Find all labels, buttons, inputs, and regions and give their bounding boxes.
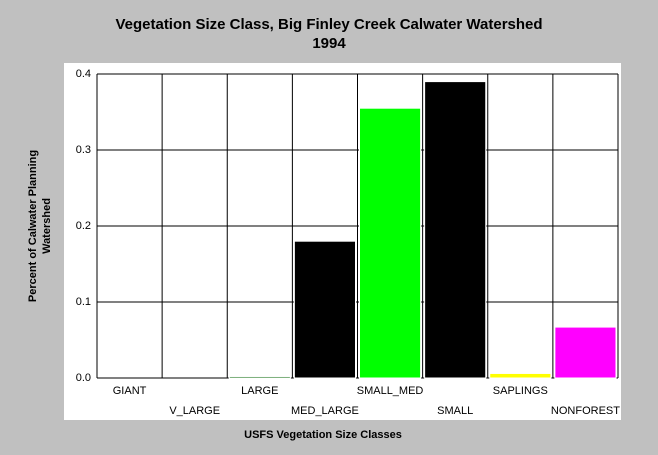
x-tick-label: SMALL_MED	[357, 385, 424, 397]
y-axis-label: Percent of Calwater Planning	[27, 150, 39, 302]
y-tick-label: 0.1	[76, 296, 91, 308]
x-tick-label: NONFOREST	[551, 405, 620, 417]
x-tick-label: SMALL	[437, 405, 473, 417]
x-tick-label: MED_LARGE	[291, 405, 359, 417]
x-tick-label: V_LARGE	[169, 405, 220, 417]
bar	[554, 326, 617, 379]
x-tick-label: LARGE	[241, 385, 278, 397]
bar	[359, 107, 422, 379]
chart-title: Vegetation Size Class, Big Finley Creek …	[115, 16, 542, 33]
bar	[424, 81, 487, 379]
bar	[293, 240, 356, 379]
bar	[489, 372, 552, 379]
y-tick-label: 0.0	[76, 372, 91, 384]
x-tick-label: GIANT	[113, 385, 147, 397]
y-tick-label: 0.3	[76, 144, 91, 156]
x-axis-label: USFS Vegetation Size Classes	[244, 429, 402, 441]
y-axis-label: Watershed	[41, 198, 53, 254]
chart-subtitle: 1994	[312, 35, 346, 52]
y-tick-label: 0.2	[76, 220, 91, 232]
bar	[228, 375, 291, 379]
x-tick-label: SAPLINGS	[493, 385, 548, 397]
y-tick-label: 0.4	[76, 68, 91, 80]
